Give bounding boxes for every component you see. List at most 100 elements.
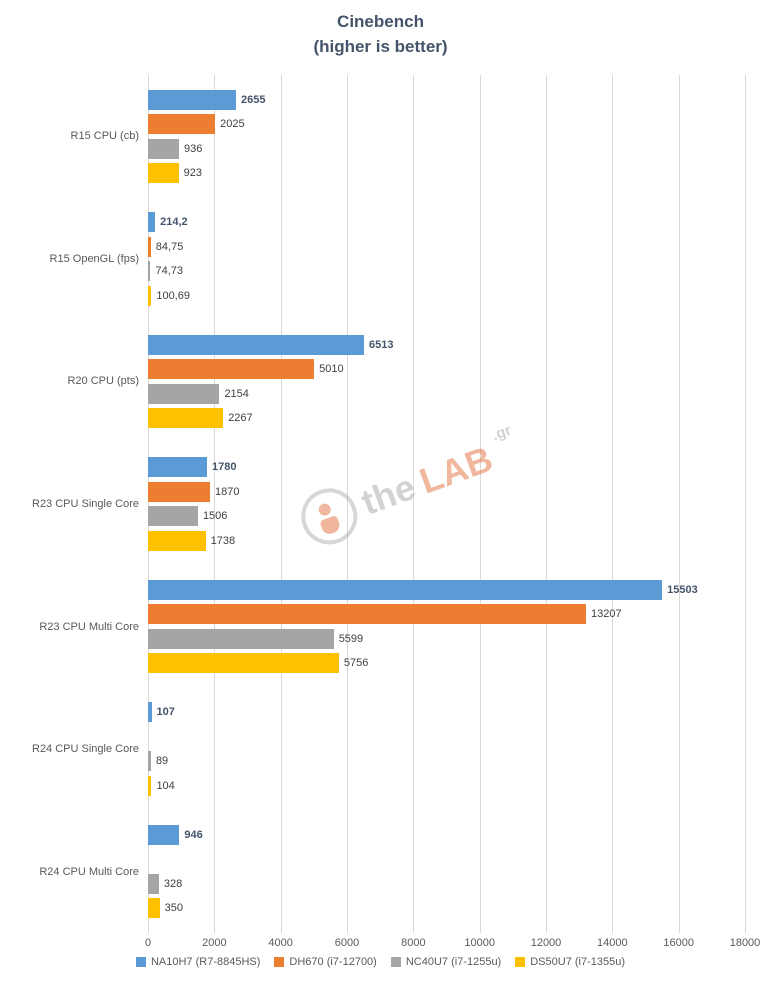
gridline xyxy=(413,75,415,933)
bar xyxy=(148,604,587,625)
bar-slot: 89 xyxy=(148,749,745,774)
bar-slot: 5599 xyxy=(148,627,745,652)
bar-slot: 74,73 xyxy=(148,259,745,284)
bar-value-label: 84,75 xyxy=(155,240,184,253)
axis-tick-label: 8000 xyxy=(401,937,426,949)
legend-item: DH670 (i7-12700) xyxy=(274,956,377,968)
bar xyxy=(148,775,152,796)
axis-tick-label: 14000 xyxy=(597,937,628,949)
bar xyxy=(148,506,198,527)
bar-slot: 328 xyxy=(148,872,745,897)
legend-label: NC40U7 (i7-1255u) xyxy=(405,956,502,968)
bar xyxy=(148,530,206,551)
bar-value-label: 350 xyxy=(164,902,183,915)
bar xyxy=(148,383,220,404)
bar xyxy=(148,408,224,429)
bar xyxy=(148,212,156,233)
bar-value-label: 100,69 xyxy=(156,289,190,302)
axis-tick-label: 2000 xyxy=(202,937,227,949)
axis-tick-label: 6000 xyxy=(334,937,360,949)
bar-slot xyxy=(148,847,745,872)
bar xyxy=(148,359,315,380)
bar-slot: 100,69 xyxy=(148,283,745,308)
legend-item: NA10H7 (R7-8845HS) xyxy=(135,956,261,968)
category-label: R15 OpenGL (fps) xyxy=(49,252,139,265)
bar xyxy=(148,628,334,649)
legend: NA10H7 (R7-8845HS) DH670 (i7-12700) NC40U7… xyxy=(0,956,761,968)
chart-title: Cinebench (higher is better) xyxy=(0,10,761,59)
category-label: R23 CPU Single Core xyxy=(32,497,139,510)
category-label: R15 CPU (cb) xyxy=(70,130,139,143)
bar xyxy=(148,457,208,478)
bar-group: 1780 1870 1506 1738 xyxy=(148,443,745,566)
bar-value-label: 15503 xyxy=(667,583,698,596)
bar-value-label: 936 xyxy=(184,142,203,155)
bar-value-label: 5010 xyxy=(319,363,344,376)
bar-value-label: 1780 xyxy=(212,461,237,474)
bar-slot: 936 xyxy=(148,136,745,161)
bar-value-label: 946 xyxy=(184,828,203,841)
bar-slot: 5010 xyxy=(148,357,745,382)
bar-value-label: 2655 xyxy=(241,93,266,106)
bar xyxy=(148,261,151,282)
legend-swatch-icon xyxy=(274,957,285,967)
bar xyxy=(148,751,151,772)
bar-value-label: 1506 xyxy=(202,510,228,523)
gridline xyxy=(214,75,216,933)
bar-slot: 15503 xyxy=(148,578,745,603)
axis-tick-label: 18000 xyxy=(729,937,761,949)
bar xyxy=(148,114,216,135)
bar-slot: 2655 xyxy=(148,87,745,112)
legend-swatch-icon xyxy=(135,957,146,967)
bar-slot: 104 xyxy=(148,774,745,799)
legend-label: DS50U7 (i7-1355u) xyxy=(530,956,626,968)
bar-slot: 84,75 xyxy=(148,234,745,259)
bar-slot: 1780 xyxy=(148,455,745,480)
gridline xyxy=(148,75,149,933)
bar xyxy=(148,481,211,502)
bar-slot xyxy=(148,725,745,750)
bar-slot: 6513 xyxy=(148,332,745,357)
legend-swatch-icon xyxy=(390,957,401,967)
bar xyxy=(148,236,151,257)
axis-tick-label: 10000 xyxy=(464,937,495,949)
bar-value-label: 5599 xyxy=(338,632,364,645)
plot-area: 2655 2025 936 923 214,2 84,75 74,73 100,69 6513 5… xyxy=(148,75,746,933)
category-label: R20 CPU (pts) xyxy=(67,375,139,388)
category-label: R24 CPU Single Core xyxy=(32,743,139,756)
bar-slot: 946 xyxy=(148,823,745,848)
bar-value-label: 5756 xyxy=(343,657,369,670)
bar-value-label: 6513 xyxy=(369,338,394,351)
bar-value-label: 923 xyxy=(183,167,202,180)
axis-tick-label: 0 xyxy=(144,937,152,949)
gridline xyxy=(347,75,348,933)
bar-slot: 2267 xyxy=(148,406,745,431)
bar-slot: 2154 xyxy=(148,381,745,406)
bar-slot: 1738 xyxy=(148,528,745,553)
bar-slot: 13207 xyxy=(148,602,745,627)
bar xyxy=(148,824,180,845)
bar xyxy=(148,579,663,600)
bar-value-label: 2154 xyxy=(224,387,249,400)
bar-slot: 107 xyxy=(148,700,745,725)
bar-group: 214,2 84,75 74,73 100,69 xyxy=(148,198,745,321)
bar-value-label: 104 xyxy=(156,779,175,792)
bar-value-label: 1870 xyxy=(215,485,240,498)
legend-label: NA10H7 (R7-8845HS) xyxy=(150,956,261,968)
bar-slot: 214,2 xyxy=(148,210,745,235)
bar-slot: 5756 xyxy=(148,651,745,676)
axis-tick-label: 4000 xyxy=(268,937,293,949)
chart-title-line2: (higher is better) xyxy=(313,36,448,56)
bar xyxy=(148,89,237,110)
bar-value-label: 2267 xyxy=(228,412,253,425)
bar-value-label: 214,2 xyxy=(160,216,188,229)
bar-value-label: 107 xyxy=(156,706,175,719)
axis-tick-label: 16000 xyxy=(663,937,694,949)
bar-value-label: 13207 xyxy=(591,608,622,621)
bar xyxy=(148,163,179,184)
category-label: R23 CPU Multi Core xyxy=(39,620,139,633)
bar-group: 946 328 350 xyxy=(148,810,745,933)
legend-item: NC40U7 (i7-1255u) xyxy=(390,956,502,968)
category-label: R24 CPU Multi Core xyxy=(39,865,139,878)
